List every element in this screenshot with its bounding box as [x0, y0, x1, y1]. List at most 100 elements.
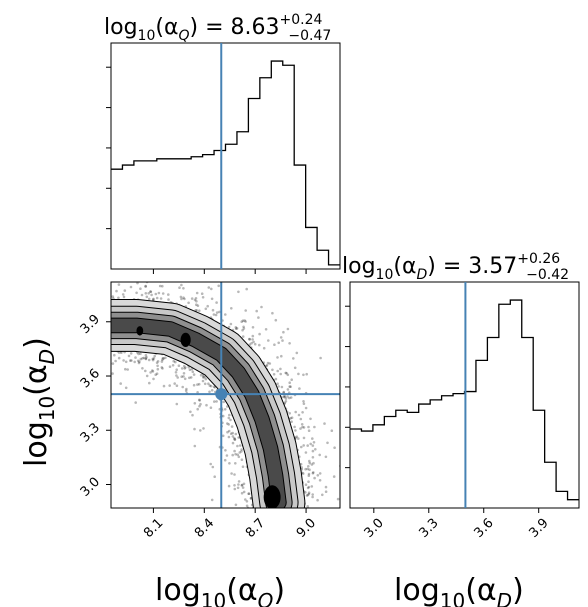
- scatter-point: [302, 444, 306, 447]
- x-tick-label-1: 8.4: [192, 516, 217, 541]
- scatter-point: [248, 338, 252, 341]
- scatter-point: [108, 313, 111, 316]
- scatter-point: [156, 367, 160, 371]
- scatter-point: [306, 493, 310, 497]
- scatter-point: [97, 310, 100, 313]
- scatter-point: [117, 356, 121, 360]
- scatter-point: [280, 385, 284, 389]
- panel-d-title: log10(αD) = 3.57+0.26 −0.42: [342, 251, 569, 283]
- scatter-point: [193, 261, 196, 264]
- scatter-point: [125, 276, 128, 279]
- scatter-point: [284, 397, 288, 400]
- scatter-point: [99, 331, 102, 334]
- scatter-point: [123, 289, 127, 292]
- scatter-point: [313, 425, 316, 429]
- scatter-point: [237, 436, 240, 439]
- scatter-point: [151, 358, 155, 362]
- scatter-point: [312, 461, 315, 465]
- scatter-point: [191, 413, 194, 417]
- scatter-point: [191, 370, 195, 374]
- scatter-point: [266, 361, 270, 365]
- scatter-point: [199, 402, 202, 406]
- scatter-point: [167, 261, 170, 264]
- scatter-point: [283, 401, 287, 405]
- scatter-point: [271, 509, 274, 512]
- scatter-point: [238, 444, 242, 447]
- scatter-point: [108, 317, 111, 320]
- scatter-point: [265, 364, 269, 367]
- scatter-point: [309, 539, 312, 542]
- scatter-point: [259, 514, 262, 517]
- scatter-point: [158, 284, 162, 288]
- panel-q-marginal: log10(αQ) = 8.63+0.24 −0.47: [104, 12, 341, 274]
- scatter-point: [236, 486, 240, 490]
- scatter-point: [111, 362, 115, 365]
- scatter-point: [234, 462, 237, 465]
- scatter-point: [204, 377, 208, 381]
- scatter-point: [309, 417, 312, 421]
- scatter-point: [240, 491, 244, 495]
- scatter-point: [286, 509, 289, 512]
- scatter-point: [359, 487, 362, 490]
- scatter-point: [311, 495, 314, 499]
- scatter-point: [182, 287, 185, 290]
- scatter-point: [73, 406, 76, 409]
- scatter-point: [183, 377, 187, 381]
- scatter-point: [304, 467, 307, 471]
- scatter-point: [230, 425, 234, 428]
- scatter-point: [306, 444, 310, 447]
- scatter-point: [233, 473, 236, 476]
- scatter-point: [271, 311, 274, 315]
- scatter-point: [257, 316, 260, 319]
- scatter-point: [221, 514, 224, 517]
- scatter-point: [96, 332, 99, 335]
- panel-q-yticks: [106, 66, 111, 230]
- scatter-point: [234, 326, 238, 329]
- scatter-point: [250, 517, 253, 520]
- scatter-point: [108, 328, 111, 331]
- scatter-point: [304, 451, 308, 454]
- scatter-point: [231, 431, 234, 435]
- scatter-point: [251, 338, 254, 341]
- scatter-point: [289, 522, 292, 525]
- scatter-point: [156, 360, 160, 363]
- scatter-point: [90, 362, 93, 365]
- scatter-point: [212, 385, 216, 389]
- scatter-point: [302, 426, 306, 429]
- scatter-point: [290, 561, 293, 564]
- scatter-point: [200, 292, 204, 296]
- scatter-point: [208, 390, 211, 394]
- scatter-point: [155, 296, 159, 300]
- scatter-point: [208, 384, 212, 387]
- scatter-point: [145, 355, 148, 359]
- scatter-point: [264, 520, 267, 523]
- scatter-point: [286, 373, 290, 377]
- scatter-point: [199, 429, 202, 432]
- scatter-point: [302, 402, 306, 406]
- scatter-point: [105, 352, 108, 355]
- scatter-point: [180, 367, 184, 370]
- scatter-point: [310, 485, 314, 488]
- scatter-point: [293, 366, 297, 370]
- scatter-point: [141, 367, 144, 370]
- joint-scatter-points: [73, 261, 362, 564]
- scatter-point: [318, 472, 322, 475]
- scatter-point: [289, 513, 292, 516]
- scatter-point: [313, 476, 316, 480]
- scatter-point: [144, 357, 148, 361]
- scatter-point: [210, 498, 214, 502]
- scatter-point: [321, 493, 324, 497]
- scatter-point: [314, 448, 317, 451]
- scatter-point: [124, 386, 128, 390]
- scatter-point: [210, 297, 214, 301]
- scatter-point: [240, 484, 244, 487]
- scatter-point: [233, 436, 236, 440]
- scatter-point: [222, 400, 225, 404]
- scatter-point: [301, 411, 304, 414]
- scatter-point: [168, 384, 171, 387]
- scatter-point: [182, 364, 186, 368]
- scatter-point: [285, 509, 288, 512]
- scatter-point: [288, 385, 292, 388]
- scatter-point: [336, 497, 340, 501]
- contour-peak-2: [136, 326, 144, 336]
